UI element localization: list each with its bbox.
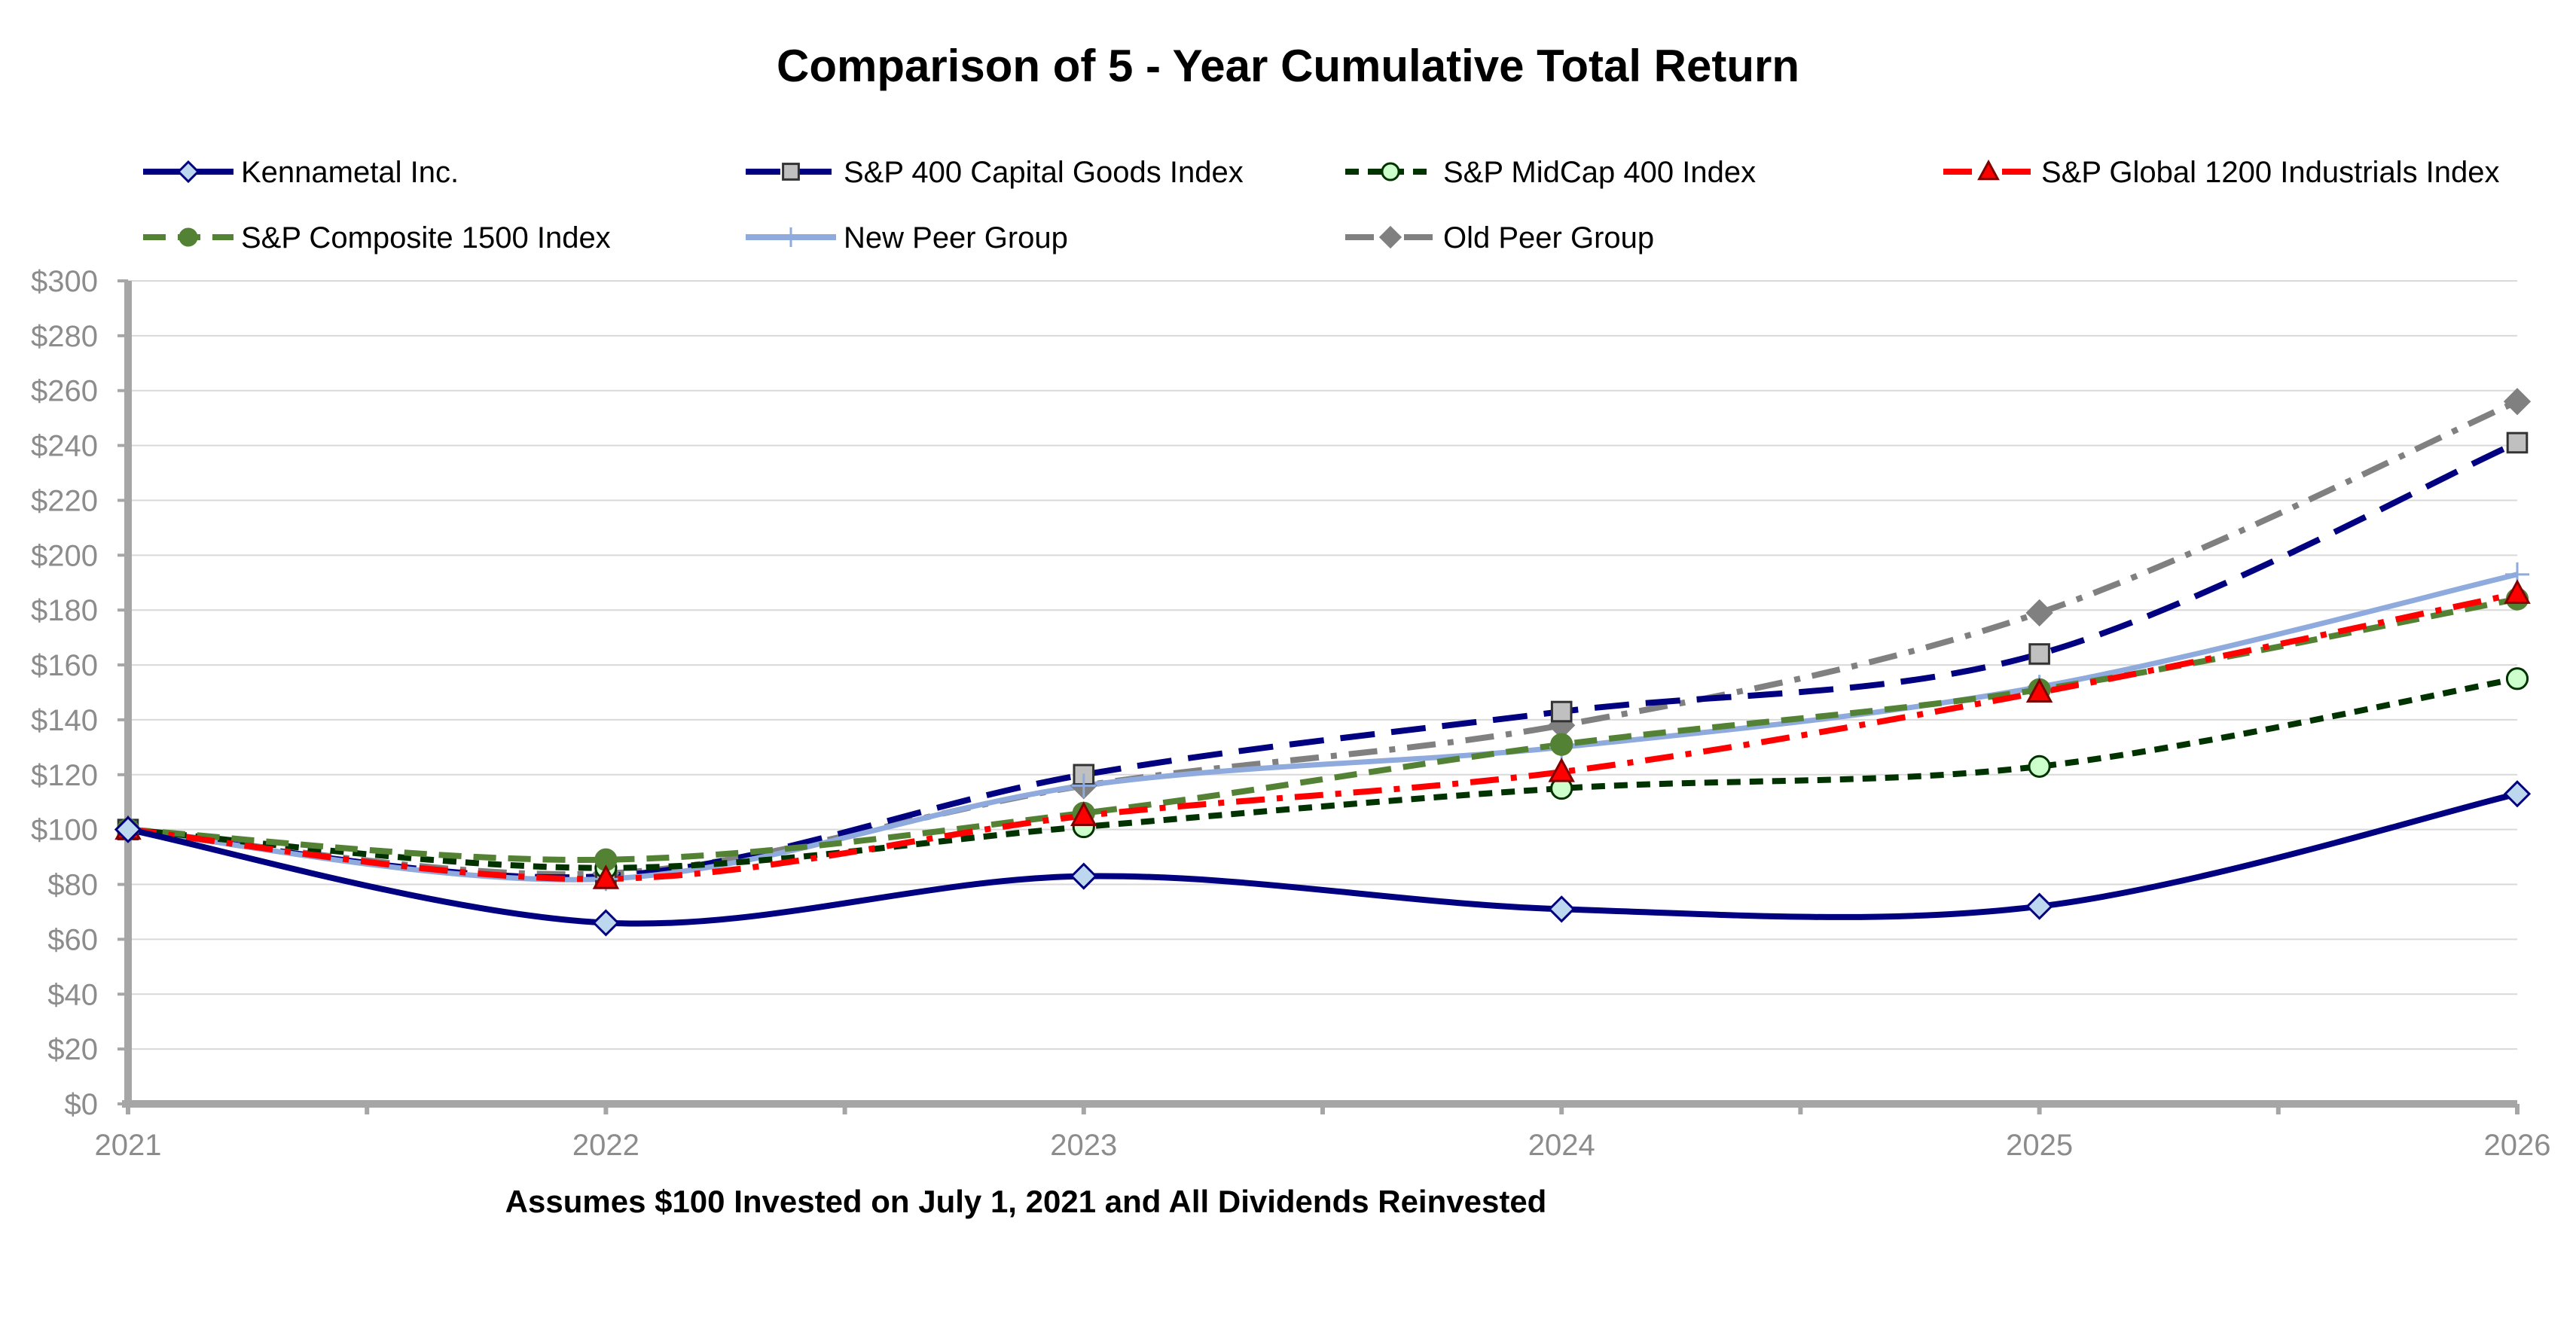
data-point-3 [1070, 801, 1097, 826]
legend-marker [1977, 159, 2000, 181]
legend-item-3: S&P Global 1200 Industrials Index [1943, 156, 2500, 189]
x-tick-label: 2022 [572, 1129, 639, 1162]
legend-label: Old Peer Group [1443, 221, 1654, 255]
x-tick-label: 2025 [2006, 1129, 2073, 1162]
legend-marker [176, 160, 200, 184]
data-point-0 [2025, 892, 2053, 920]
legend-label: Kennametal Inc. [241, 156, 459, 189]
x-axis-ticks: 2021 2022 2023 2024 2025 2026 [95, 1129, 2551, 1162]
series-line-4 [127, 596, 2518, 863]
data-point-1 [1550, 700, 1573, 723]
y-tick-label: $160 [31, 649, 98, 682]
data-point-6 [2025, 599, 2053, 626]
legend-item-4: S&P Composite 1500 Index [143, 221, 611, 255]
axes [118, 279, 2520, 1114]
chart-subtitle: Assumes $100 Invested on July 1, 2021 an… [505, 1184, 1547, 1219]
y-tick-label: $260 [31, 375, 98, 408]
data-point-3 [1548, 758, 1575, 782]
series-markers [114, 388, 2532, 937]
data-point-5 [1071, 773, 1096, 798]
y-tick-label: $60 [47, 923, 98, 956]
data-point-3 [2504, 579, 2531, 604]
data-point-1 [2506, 431, 2529, 454]
series-markers-3 [114, 579, 2531, 889]
data-point-0 [2503, 780, 2532, 808]
legend-label: New Peer Group [844, 221, 1068, 255]
series-markers-4 [116, 587, 2529, 871]
legend-marker [179, 227, 198, 247]
series-markers-0 [114, 780, 2532, 937]
y-tick-label: $220 [31, 484, 98, 517]
series-lines [127, 398, 2519, 927]
y-tick-label: $80 [47, 869, 98, 902]
series-line-0 [127, 791, 2518, 927]
legend-marker [1378, 225, 1402, 249]
legend-item-1: S&P 400 Capital Goods Index [746, 156, 1244, 189]
data-point-0 [592, 909, 620, 937]
series-line-2 [127, 675, 2518, 871]
x-tick-label: 2021 [95, 1129, 162, 1162]
legend-label: S&P 400 Capital Goods Index [844, 156, 1244, 189]
legend-marker [782, 163, 800, 181]
data-point-2 [2028, 755, 2051, 778]
series-markers-5 [116, 562, 2529, 892]
data-point-0 [1548, 895, 1576, 923]
y-tick-label: $200 [31, 539, 98, 572]
y-tick-label: $280 [31, 320, 98, 353]
y-axis-ticks: $0 $20 $40 $60 $80 $100 $120 $140 $160 $180 $200 $2… [31, 265, 98, 1121]
legend-label: S&P MidCap 400 Index [1443, 156, 1756, 189]
legend-item-5: New Peer Group [746, 221, 1068, 255]
data-point-1 [2028, 643, 2050, 665]
series-line-5 [127, 572, 2518, 883]
y-tick-label: $100 [31, 814, 98, 847]
x-tick-label: 2026 [2484, 1129, 2551, 1162]
y-tick-label: $300 [31, 265, 98, 298]
x-tick-label: 2024 [1528, 1129, 1595, 1162]
legend-item-0: Kennametal Inc. [143, 156, 459, 189]
data-point-3 [2025, 678, 2053, 703]
legend: Kennametal Inc. S&P 400 Capital Goods Ind… [143, 156, 2500, 255]
legend-label: S&P Global 1200 Industrials Index [2041, 156, 2500, 189]
data-point-0 [114, 815, 142, 843]
data-point-6 [2503, 388, 2532, 416]
y-tick-label: $240 [31, 430, 98, 463]
chart-title: Comparison of 5 - Year Cumulative Total … [777, 41, 1799, 91]
legend-item-2: S&P MidCap 400 Index [1345, 156, 1756, 189]
data-point-4 [1550, 733, 1573, 756]
x-tick-label: 2023 [1050, 1129, 1117, 1162]
y-tick-label: $180 [31, 594, 98, 627]
data-point-2 [2505, 667, 2529, 690]
legend-marker [781, 227, 801, 247]
data-point-0 [1070, 862, 1097, 890]
series-markers-6 [114, 388, 2532, 888]
legend-item-6: Old Peer Group [1345, 221, 1654, 255]
series-markers-2 [116, 667, 2529, 879]
series-line-6 [127, 398, 2519, 878]
data-point-3 [592, 864, 620, 889]
y-tick-label: $120 [31, 759, 98, 792]
gridlines [128, 280, 2517, 1050]
y-tick-label: $140 [31, 704, 98, 737]
series-line-3 [127, 590, 2518, 883]
legend-label: S&P Composite 1500 Index [241, 221, 611, 255]
y-tick-label: $0 [65, 1088, 99, 1121]
y-tick-label: $40 [47, 978, 98, 1011]
y-tick-label: $20 [47, 1033, 98, 1066]
legend-marker [1381, 162, 1400, 181]
